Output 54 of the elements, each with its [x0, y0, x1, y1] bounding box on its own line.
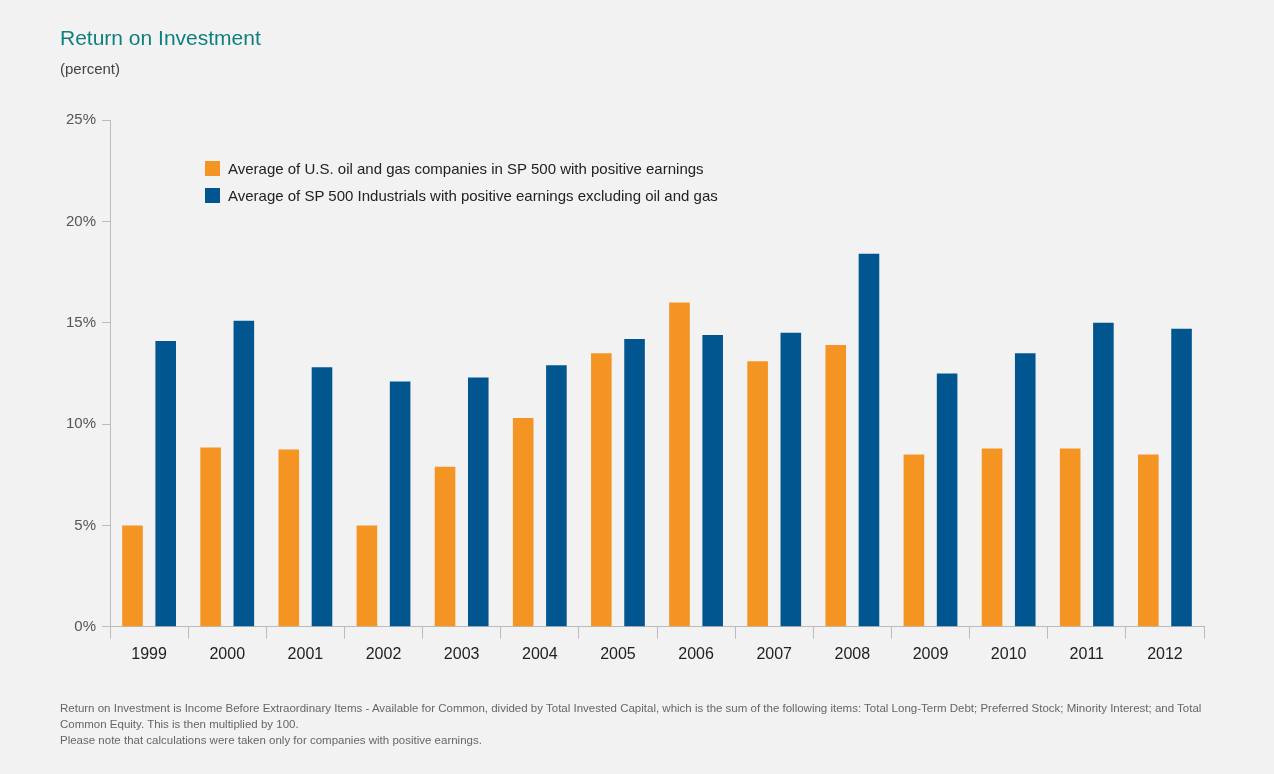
text: Return on Investment is Income Before Extraordinary Items - Available for Common, divided by Total Invested Capital, which is the sum of the following items: Total Long-Term Debt; Preferred Stock; Minority Interest; and Total Common Equity. This is then multiplied by 100. [60, 701, 1203, 732]
bar [233, 320, 255, 627]
y-tick-label: 0% [74, 616, 97, 634]
bar [981, 448, 1003, 627]
bar [747, 361, 768, 627]
chart-title: Return on Investment [60, 26, 261, 50]
bar [591, 353, 612, 627]
bar [1059, 448, 1081, 627]
x-tick-label: 2006 [678, 644, 714, 662]
y-tick-label: 25% [65, 110, 97, 128]
x-tick-label: 2008 [834, 644, 871, 662]
y-tick-label: 20% [65, 211, 97, 229]
bar [389, 381, 411, 627]
bar [702, 334, 723, 627]
x-tick-label: 2004 [522, 644, 558, 662]
x-tick-label: 2000 [209, 644, 246, 662]
bar [624, 338, 645, 627]
y-tick-label: 10% [65, 414, 97, 432]
x-tick-label: 2009 [912, 644, 949, 662]
x-tick-label: 2003 [443, 644, 480, 662]
bar [356, 525, 378, 627]
x-tick-label: 2011 [1069, 644, 1105, 662]
bar [780, 332, 802, 627]
x-tick-label: 2002 [365, 644, 402, 662]
y-tick-label: 5% [74, 515, 97, 533]
y-tick-label: 15% [65, 312, 97, 330]
x-tick-label: 1999 [131, 644, 167, 662]
bar [467, 377, 489, 627]
bar [1138, 454, 1159, 627]
legend-label: Average of U.S. oil and gas companies in SP 500 with positive earnings [228, 160, 704, 177]
x-tick-label: 2005 [600, 644, 636, 662]
x-tick-label: 2001 [287, 644, 324, 662]
bar [936, 373, 958, 627]
bar [858, 253, 880, 627]
bar [200, 447, 221, 627]
x-tick-label: 2007 [756, 644, 793, 662]
bar [903, 454, 925, 627]
bar [155, 340, 176, 627]
bar [1014, 353, 1036, 627]
chart-subtitle: (percent) [60, 60, 121, 77]
bar [669, 302, 690, 627]
bar [1171, 328, 1192, 627]
text: Please note that calculations were taken only for companies with positive earnings. [60, 733, 483, 748]
bar [278, 449, 300, 627]
x-tick-label: 2010 [990, 644, 1027, 662]
bar [546, 365, 567, 627]
x-tick-label: 2012 [1147, 644, 1183, 662]
bar [122, 525, 143, 627]
bar [434, 466, 456, 627]
bar [825, 345, 847, 627]
legend-label: Average of SP 500 Industrials with positive earnings excluding oil and gas [228, 187, 718, 204]
bar [311, 367, 333, 627]
bar [1093, 322, 1114, 627]
bar [512, 418, 534, 627]
